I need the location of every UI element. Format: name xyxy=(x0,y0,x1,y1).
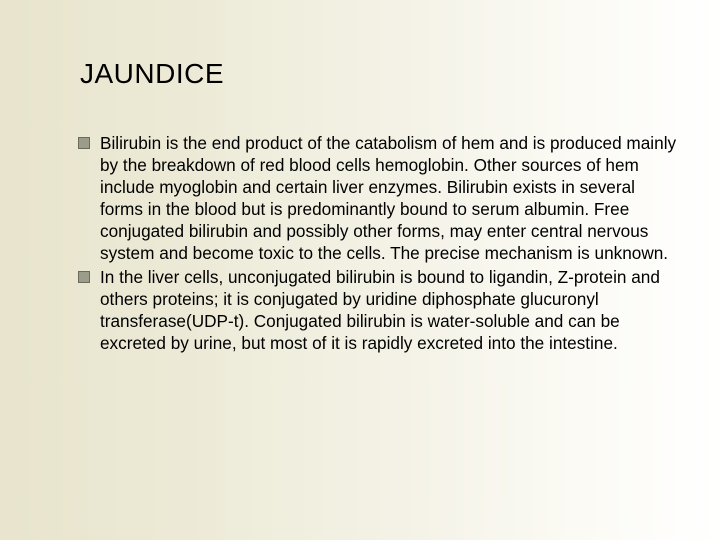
bullet-text: In the liver cells, unconjugated bilirub… xyxy=(100,266,678,354)
slide-content: Bilirubin is the end product of the cata… xyxy=(78,132,678,356)
square-bullet-icon xyxy=(78,137,90,149)
slide-title: JAUNDICE xyxy=(80,58,224,90)
bullet-item: In the liver cells, unconjugated bilirub… xyxy=(78,266,678,354)
bullet-item: Bilirubin is the end product of the cata… xyxy=(78,132,678,264)
slide: JAUNDICE Bilirubin is the end product of… xyxy=(0,0,720,540)
square-bullet-icon xyxy=(78,271,90,283)
bullet-text: Bilirubin is the end product of the cata… xyxy=(100,132,678,264)
